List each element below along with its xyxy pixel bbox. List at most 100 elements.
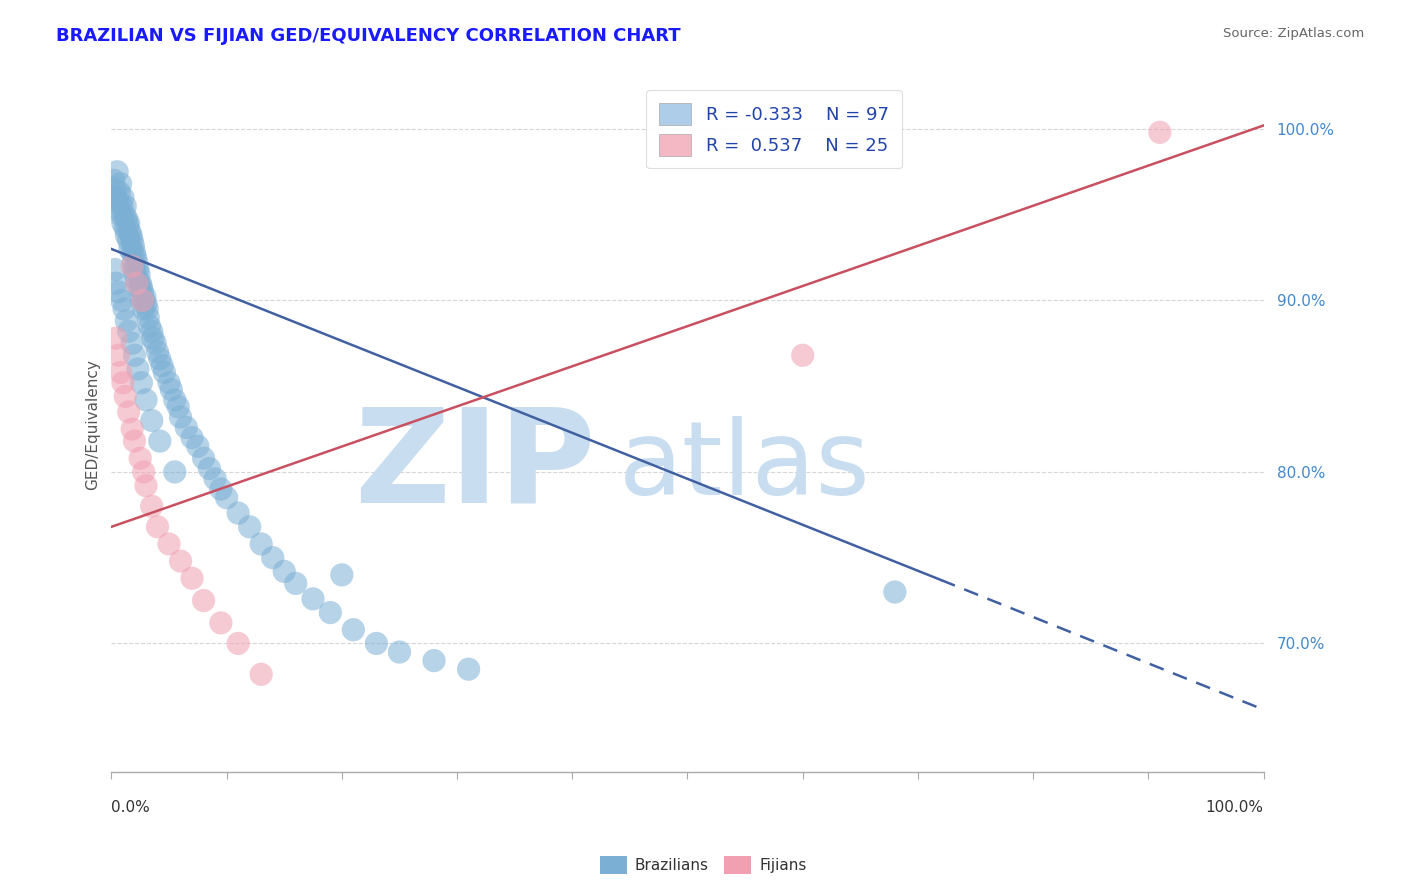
Point [226, 636, 249, 650]
Point [226, 506, 249, 520]
Point [169, 554, 191, 568]
Point [131, 293, 153, 308]
Point [193, 593, 215, 607]
Point [388, 645, 411, 659]
Point [209, 482, 232, 496]
Point [105, 277, 128, 291]
Point [792, 348, 814, 362]
Point [105, 194, 128, 208]
Point [125, 255, 148, 269]
Point [104, 182, 127, 196]
Point [112, 301, 135, 316]
Point [112, 208, 135, 222]
Point [142, 331, 165, 345]
Point [128, 279, 150, 293]
Point [131, 376, 153, 390]
Point [120, 228, 142, 243]
Text: atlas: atlas [619, 416, 870, 517]
Point [121, 336, 143, 351]
Point [262, 550, 284, 565]
Point [110, 208, 132, 222]
Point [250, 667, 273, 681]
Point [187, 439, 209, 453]
Point [160, 383, 183, 397]
Point [1149, 125, 1171, 139]
Point [108, 186, 131, 200]
Point [149, 434, 172, 448]
Point [193, 451, 215, 466]
Point [250, 537, 273, 551]
Point [163, 392, 186, 407]
Point [121, 233, 143, 247]
Point [149, 351, 172, 366]
Point [118, 405, 141, 419]
Point [118, 233, 141, 247]
Point [124, 245, 146, 260]
Point [107, 348, 129, 362]
Point [115, 211, 138, 225]
Point [204, 472, 226, 486]
Point [121, 422, 143, 436]
Text: 100.0%: 100.0% [1205, 800, 1264, 815]
Point [122, 255, 145, 269]
Point [132, 301, 155, 316]
Point [167, 400, 190, 414]
Point [157, 537, 180, 551]
Point [118, 225, 141, 239]
Point [121, 259, 143, 273]
Point [131, 279, 153, 293]
Point [105, 331, 128, 345]
Point [104, 262, 127, 277]
Point [273, 565, 295, 579]
Point [127, 262, 149, 277]
Point [209, 615, 232, 630]
Point [125, 277, 148, 291]
Point [135, 392, 157, 407]
Point [146, 344, 169, 359]
Point [141, 413, 163, 427]
Point [122, 238, 145, 252]
Text: ZIP: ZIP [354, 403, 595, 530]
Point [127, 362, 149, 376]
Point [153, 366, 176, 380]
Point [129, 290, 152, 304]
Point [131, 285, 153, 299]
Text: 0.0%: 0.0% [111, 800, 150, 815]
Point [103, 173, 125, 187]
Point [115, 314, 138, 328]
Point [150, 359, 173, 373]
Point [239, 520, 262, 534]
Point [157, 376, 180, 390]
Point [118, 324, 141, 338]
Point [118, 216, 141, 230]
Point [111, 190, 134, 204]
Point [176, 420, 198, 434]
Point [198, 461, 221, 475]
Point [330, 567, 353, 582]
Point [124, 251, 146, 265]
Point [124, 268, 146, 282]
Point [136, 301, 159, 316]
Text: Source: ZipAtlas.com: Source: ZipAtlas.com [1223, 27, 1364, 40]
Point [107, 285, 129, 299]
Point [181, 431, 204, 445]
Point [117, 218, 139, 232]
Point [124, 262, 146, 277]
Text: BRAZILIAN VS FIJIAN GED/EQUIVALENCY CORRELATION CHART: BRAZILIAN VS FIJIAN GED/EQUIVALENCY CORR… [56, 27, 681, 45]
Point [111, 216, 134, 230]
Point [169, 410, 191, 425]
Point [146, 520, 169, 534]
Point [114, 389, 136, 403]
Point [110, 366, 132, 380]
Point [129, 451, 152, 466]
Point [135, 478, 157, 492]
Point [138, 319, 160, 334]
Point [163, 465, 186, 479]
Point [114, 199, 136, 213]
Point [105, 165, 128, 179]
Point [141, 500, 163, 514]
Point [215, 491, 238, 505]
Point [111, 293, 134, 308]
Point [132, 465, 155, 479]
Point [118, 242, 141, 256]
